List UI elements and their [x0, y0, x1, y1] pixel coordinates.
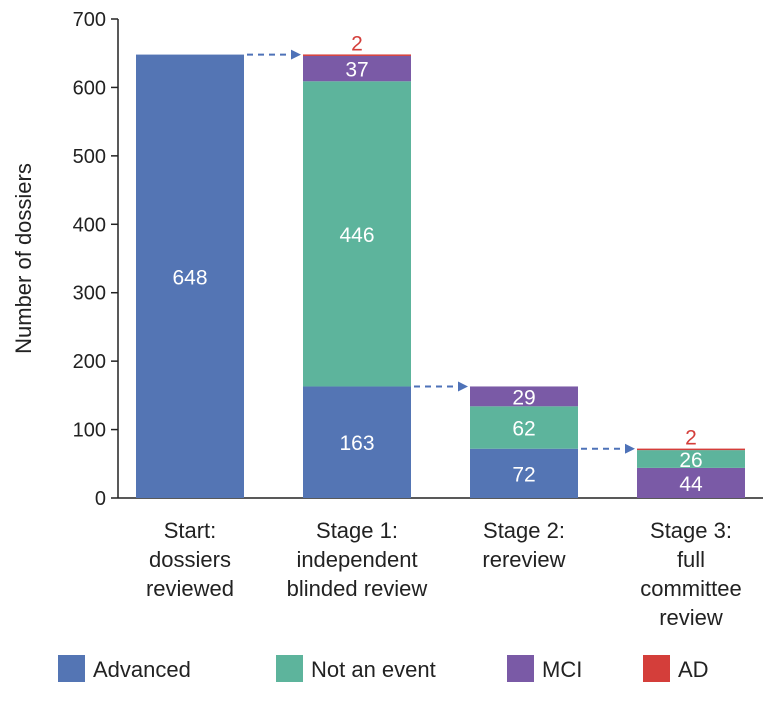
bar-segment-mci	[470, 386, 578, 407]
legend-swatch	[507, 655, 534, 682]
y-tick-label: 100	[73, 420, 106, 442]
bar-value-label: 62	[512, 418, 535, 441]
legend-label: MCI	[542, 657, 582, 682]
y-axis-title: Number of dossiers	[11, 163, 36, 354]
legend-label: Not an event	[311, 657, 436, 682]
y-tick-label: 300	[73, 283, 106, 305]
bar-value-label: 2	[351, 33, 363, 56]
bar-segment-not-an-event	[470, 406, 578, 449]
legend-label: Advanced	[93, 657, 191, 682]
category-label: Stage 1: independent blinded review	[287, 518, 428, 601]
bar-segment-mci	[303, 55, 411, 82]
bar-value-label: 163	[339, 432, 374, 455]
y-tick-label: 700	[73, 9, 106, 31]
bar-value-label: 44	[679, 473, 703, 496]
y-tick-label: 400	[73, 214, 106, 236]
y-tick-label: 500	[73, 146, 106, 168]
legend-swatch	[643, 655, 670, 682]
bar-value-label: 648	[172, 266, 207, 289]
bar-segment-mci	[637, 467, 745, 498]
bar-value-label: 26	[679, 449, 702, 472]
bar-segment-not-an-event	[303, 81, 411, 387]
category-label: Stage 2: rereview	[482, 518, 565, 572]
bar-segment-advanced	[303, 386, 411, 498]
category-label: Stage 3: full committee review	[640, 518, 741, 630]
bar-segment-ad	[637, 448, 745, 451]
bar-segment-not-an-event	[637, 450, 745, 468]
legend-label: AD	[678, 657, 709, 682]
bar-value-label: 37	[345, 59, 368, 82]
bar-segment-ad	[303, 54, 411, 56]
y-tick-label: 0	[95, 488, 106, 510]
bar-segment-advanced	[136, 54, 244, 498]
bar-value-label: 29	[512, 386, 535, 409]
bar-value-label: 446	[339, 224, 374, 247]
bar-value-label: 72	[512, 463, 535, 486]
y-tick-label: 600	[73, 77, 106, 99]
category-label: Start: dossiers reviewed	[146, 518, 234, 601]
bar-value-label: 2	[685, 427, 697, 450]
legend-swatch	[58, 655, 85, 682]
y-tick-label: 200	[73, 351, 106, 373]
legend-swatch	[276, 655, 303, 682]
bar-segment-advanced	[470, 448, 578, 498]
